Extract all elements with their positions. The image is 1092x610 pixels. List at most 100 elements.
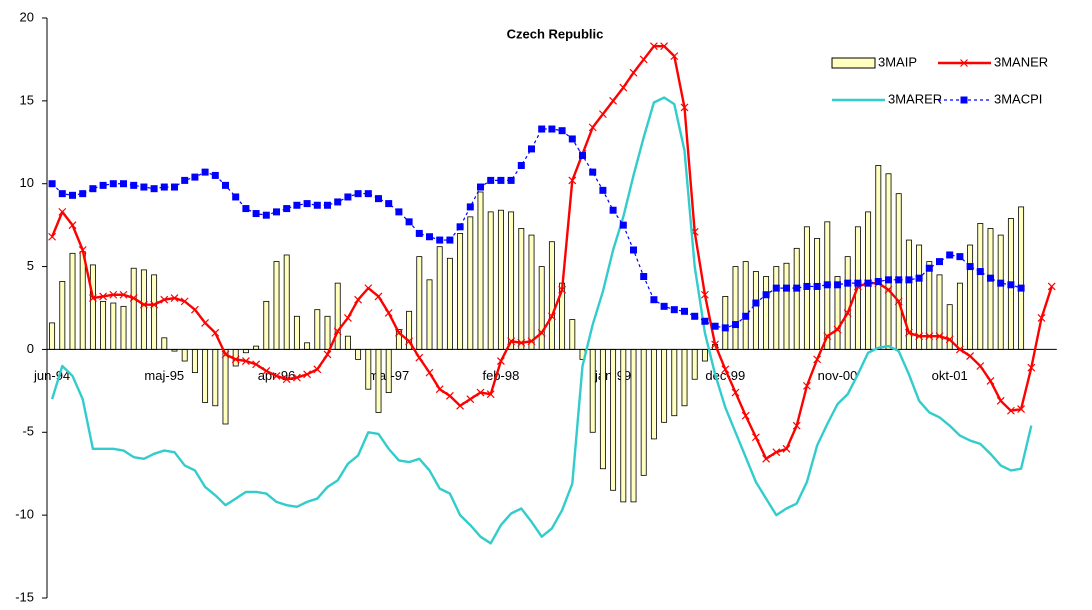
- bar: [79, 251, 86, 350]
- marker: [547, 312, 556, 321]
- marker: [854, 279, 862, 287]
- marker: [129, 294, 138, 302]
- marker: [405, 218, 413, 226]
- marker: [599, 186, 607, 194]
- marker: [395, 208, 403, 216]
- bar: [181, 349, 188, 362]
- marker: [1047, 282, 1056, 291]
- bar: [987, 228, 994, 350]
- marker: [528, 145, 535, 153]
- marker: [946, 251, 954, 259]
- marker: [793, 284, 801, 292]
- marker: [435, 385, 444, 394]
- marker: [211, 171, 219, 179]
- legend-label: 3MACPI: [994, 91, 1042, 106]
- marker: [670, 306, 678, 314]
- bar: [763, 276, 770, 350]
- bar: [548, 241, 555, 350]
- bar: [508, 211, 515, 350]
- marker: [507, 337, 516, 346]
- x-tick-label: maj-95: [144, 368, 184, 383]
- marker: [925, 332, 934, 341]
- marker: [986, 376, 995, 385]
- marker: [742, 312, 750, 320]
- marker: [222, 181, 229, 189]
- marker: [160, 183, 168, 191]
- bar: [365, 349, 372, 390]
- bar: [793, 247, 800, 350]
- y-tick-label: 20: [20, 9, 34, 24]
- marker: [456, 223, 464, 231]
- bar: [457, 233, 464, 350]
- marker: [833, 325, 842, 334]
- bar: [701, 349, 708, 362]
- bar: [151, 274, 158, 350]
- marker: [323, 350, 332, 359]
- marker: [813, 282, 821, 290]
- marker: [436, 236, 444, 244]
- marker: [762, 291, 770, 299]
- marker: [711, 322, 719, 330]
- bar: [742, 261, 749, 350]
- marker: [333, 327, 342, 336]
- bar: [1018, 206, 1025, 350]
- marker: [425, 368, 434, 377]
- bar: [885, 173, 892, 350]
- marker: [711, 340, 720, 349]
- marker: [130, 181, 138, 189]
- bar: [161, 337, 168, 350]
- marker: [334, 198, 342, 206]
- marker: [589, 168, 597, 176]
- bar: [416, 256, 423, 350]
- marker: [160, 295, 169, 304]
- marker: [58, 207, 67, 216]
- bar: [997, 234, 1004, 350]
- marker: [211, 328, 220, 337]
- marker: [915, 332, 924, 341]
- marker: [966, 263, 974, 271]
- bar: [69, 252, 76, 350]
- marker: [221, 350, 230, 359]
- marker: [905, 276, 913, 284]
- marker: [293, 201, 301, 209]
- legend-label: 3MAIP: [878, 54, 917, 69]
- marker: [517, 338, 526, 347]
- marker: [945, 335, 954, 344]
- marker: [79, 190, 87, 198]
- marker: [374, 292, 383, 301]
- marker: [477, 183, 484, 191]
- marker: [843, 309, 852, 317]
- bar: [844, 256, 851, 350]
- marker: [283, 205, 291, 213]
- marker: [69, 191, 76, 199]
- y-tick-label: 5: [27, 258, 34, 273]
- marker: [343, 314, 352, 322]
- marker: [426, 233, 433, 241]
- marker: [629, 68, 638, 77]
- marker: [956, 253, 964, 261]
- marker: [99, 181, 107, 189]
- bar: [752, 271, 759, 350]
- marker: [262, 367, 271, 375]
- marker: [445, 391, 454, 400]
- bar: [569, 319, 576, 350]
- bar: [875, 165, 882, 350]
- marker: [558, 285, 567, 294]
- marker: [721, 365, 730, 374]
- marker: [680, 103, 689, 112]
- bar: [130, 267, 137, 350]
- bar: [671, 349, 678, 417]
- marker: [78, 246, 87, 254]
- y-tick-label: -15: [15, 589, 34, 604]
- y-tick-label: -10: [15, 507, 34, 522]
- marker: [966, 352, 975, 360]
- marker: [579, 152, 586, 160]
- marker: [834, 281, 841, 289]
- marker: [282, 375, 291, 384]
- marker: [292, 373, 301, 382]
- marker: [405, 337, 414, 346]
- marker: [650, 296, 658, 304]
- marker: [517, 161, 525, 169]
- marker: [681, 307, 688, 315]
- marker: [864, 279, 872, 287]
